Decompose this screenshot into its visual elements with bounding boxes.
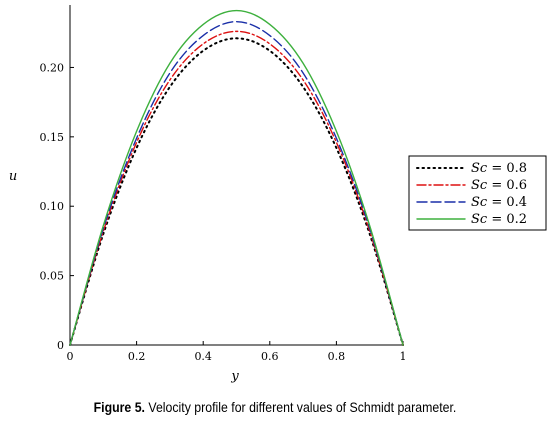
x-tick-label: 0.8 bbox=[328, 350, 346, 363]
y-tick-label: 0 bbox=[57, 339, 64, 352]
x-tick-label: 0 bbox=[67, 350, 74, 363]
y-axis-label: u bbox=[9, 169, 17, 184]
x-tick-label: 0.6 bbox=[261, 350, 279, 363]
y-tick-label: 0.10 bbox=[40, 200, 65, 213]
series-lines bbox=[69, 9, 404, 346]
x-tick-label: 1 bbox=[400, 350, 407, 363]
legend-label: Sc = 0.8 bbox=[471, 161, 527, 176]
y-tick-label: 0.05 bbox=[40, 270, 65, 283]
x-tick-label: 0.4 bbox=[194, 350, 212, 363]
legend-box bbox=[408, 155, 547, 231]
legend: Sc = 0.8 Sc = 0.6 Sc = 0.4 Sc = 0.2 bbox=[408, 155, 547, 231]
x-axis-label: y bbox=[230, 369, 239, 384]
figure-caption: Figure 5. Velocity profile for different… bbox=[33, 399, 517, 415]
figure-number: Figure 5. bbox=[93, 399, 145, 415]
velocity-profile-chart: 0 0.2 0.4 0.6 0.8 1 0 0.05 0.10 0.15 0.20 y u Sc =… bbox=[9, 5, 547, 384]
series-line-2 bbox=[69, 30, 404, 346]
series-line-1 bbox=[69, 37, 404, 346]
series-line-4 bbox=[69, 9, 404, 346]
legend-label: Sc = 0.2 bbox=[471, 212, 527, 227]
caption-text: Velocity profile for different values of… bbox=[144, 399, 457, 415]
y-tick-label: 0.15 bbox=[40, 131, 65, 144]
ticks: 0 0.2 0.4 0.6 0.8 1 0 0.05 0.10 0.15 0.20 bbox=[40, 61, 407, 363]
series-line-3 bbox=[69, 20, 404, 346]
legend-label: Sc = 0.4 bbox=[471, 195, 527, 210]
y-tick-label: 0.20 bbox=[40, 61, 65, 74]
x-tick-label: 0.2 bbox=[128, 350, 146, 363]
legend-label: Sc = 0.6 bbox=[471, 178, 527, 193]
axes bbox=[69, 5, 403, 346]
